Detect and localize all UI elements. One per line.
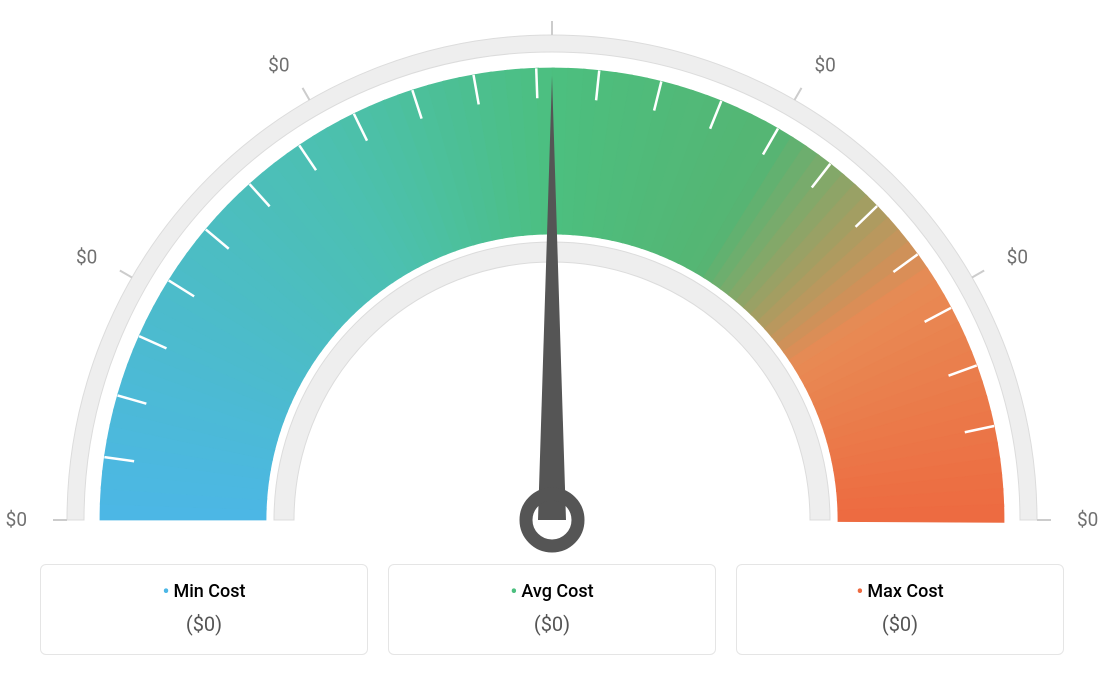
legend-card-max: • Max Cost ($0) (736, 564, 1064, 655)
legend-label: Avg Cost (521, 581, 593, 602)
legend-row: • Min Cost ($0) • Avg Cost ($0) • Max Co… (0, 564, 1104, 655)
legend-value-avg: ($0) (409, 612, 695, 636)
legend-title-max: • Max Cost (856, 581, 943, 602)
outer-tick-label: $0 (815, 53, 836, 76)
legend-card-avg: • Avg Cost ($0) (388, 564, 716, 655)
outer-tick-label: $0 (268, 53, 289, 76)
outer-tick (303, 88, 310, 100)
bullet-icon: • (856, 581, 863, 601)
bullet-icon: • (510, 581, 517, 601)
outer-tick-label: $0 (76, 246, 97, 269)
legend-title-min: • Min Cost (162, 581, 245, 602)
gauge-svg: $0$0$0$0$0$0$0 (0, 0, 1104, 560)
legend-value-max: ($0) (757, 612, 1043, 636)
inner-tick (536, 68, 537, 98)
gauge-chart: $0$0$0$0$0$0$0 (0, 0, 1104, 560)
outer-tick-label: $0 (1007, 246, 1028, 269)
outer-tick (795, 88, 802, 100)
legend-value-min: ($0) (61, 612, 347, 636)
legend-label: Max Cost (867, 581, 943, 602)
bullet-icon: • (162, 581, 169, 601)
legend-card-min: • Min Cost ($0) (40, 564, 368, 655)
outer-tick-label: $0 (1077, 508, 1098, 531)
outer-tick (120, 271, 132, 278)
legend-label: Min Cost (173, 581, 245, 602)
legend-title-avg: • Avg Cost (510, 581, 593, 602)
outer-tick-label: $0 (6, 508, 27, 531)
outer-tick (972, 271, 984, 278)
